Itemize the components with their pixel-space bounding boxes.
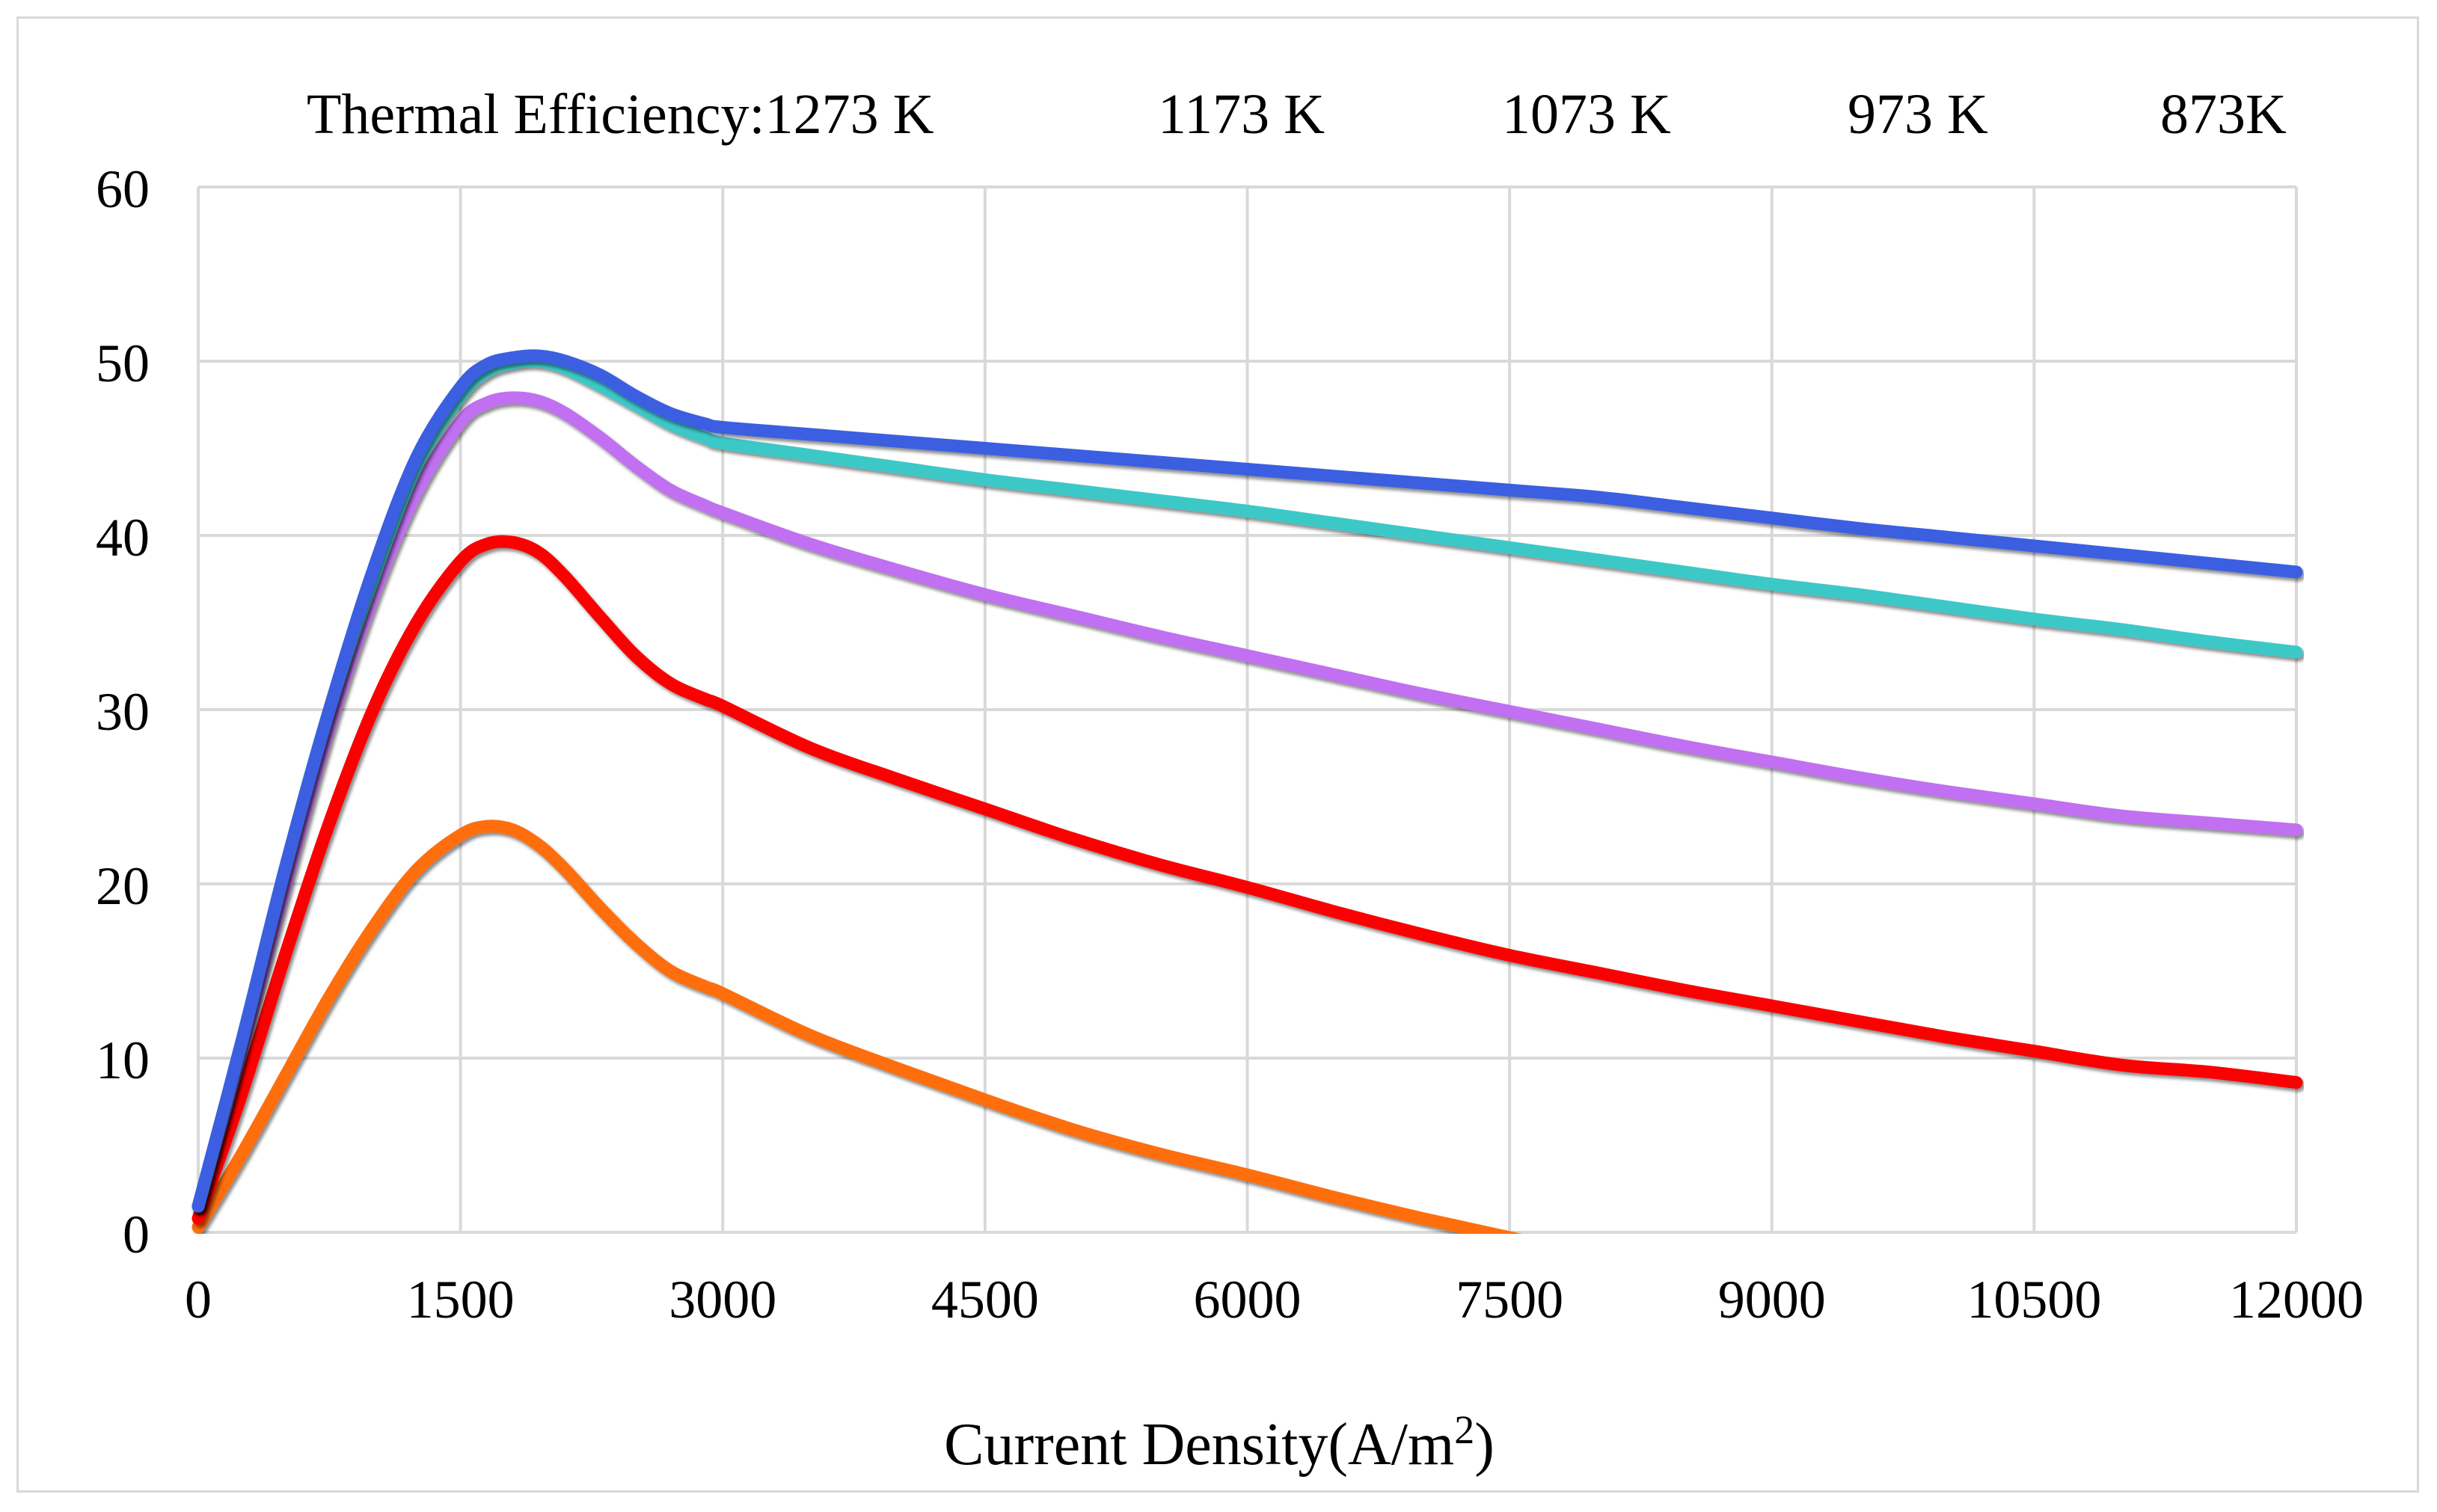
legend-label: 1073 K <box>1502 83 1671 146</box>
series-line-973-k <box>191 535 2303 1225</box>
x-tick-label: 6000 <box>1194 1270 1302 1330</box>
y-tick-label: 20 <box>96 856 150 916</box>
y-tick-label: 30 <box>96 682 150 742</box>
y-tick-label: 40 <box>96 508 150 568</box>
y-tick-label: 60 <box>96 159 150 219</box>
legend-label: 973 K <box>1848 83 1988 146</box>
x-tick-label: 10500 <box>1967 1270 2101 1330</box>
x-tick-label: 1500 <box>407 1270 515 1330</box>
y-tick-label: 10 <box>96 1030 150 1090</box>
y-axis-labels: 0 10 20 30 40 50 60 <box>96 159 150 1264</box>
x-axis-title: Current Density(A/m2) <box>944 1407 1495 1478</box>
y-tick-label: 50 <box>96 334 150 393</box>
x-tick-label: 4500 <box>931 1270 1039 1330</box>
legend-label: 1173 K <box>1158 83 1325 146</box>
legend: Thermal Efficiency:1273 K 1173 K 1073 K 973… <box>158 83 2287 146</box>
series-line-thermal-efficiency-1273-k <box>191 349 2303 1213</box>
legend-label: 873K <box>2160 83 2287 146</box>
x-tick-label: 0 <box>185 1270 212 1330</box>
x-tick-label: 9000 <box>1718 1270 1826 1330</box>
chart-frame <box>16 16 2419 1493</box>
x-tick-label: 3000 <box>669 1270 776 1330</box>
x-axis-labels: 0 1500 3000 4500 6000 7500 9000 10500 12000 <box>185 1270 2364 1330</box>
legend-label: Thermal Efficiency:1273 K <box>307 83 934 146</box>
grid <box>197 185 2298 1234</box>
x-tick-label: 12000 <box>2229 1270 2364 1330</box>
series-lines <box>191 349 2303 1234</box>
x-tick-label: 7500 <box>1456 1270 1563 1330</box>
y-tick-label: 0 <box>123 1205 150 1264</box>
series-line-873k <box>191 820 1522 1234</box>
